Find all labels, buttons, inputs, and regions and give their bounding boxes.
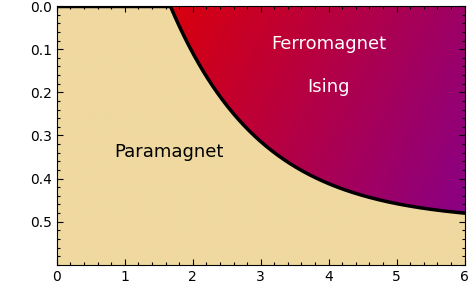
- Text: Ising: Ising: [308, 78, 350, 96]
- Text: Paramagnet: Paramagnet: [115, 143, 224, 161]
- Text: Ferromagnet: Ferromagnet: [271, 35, 386, 53]
